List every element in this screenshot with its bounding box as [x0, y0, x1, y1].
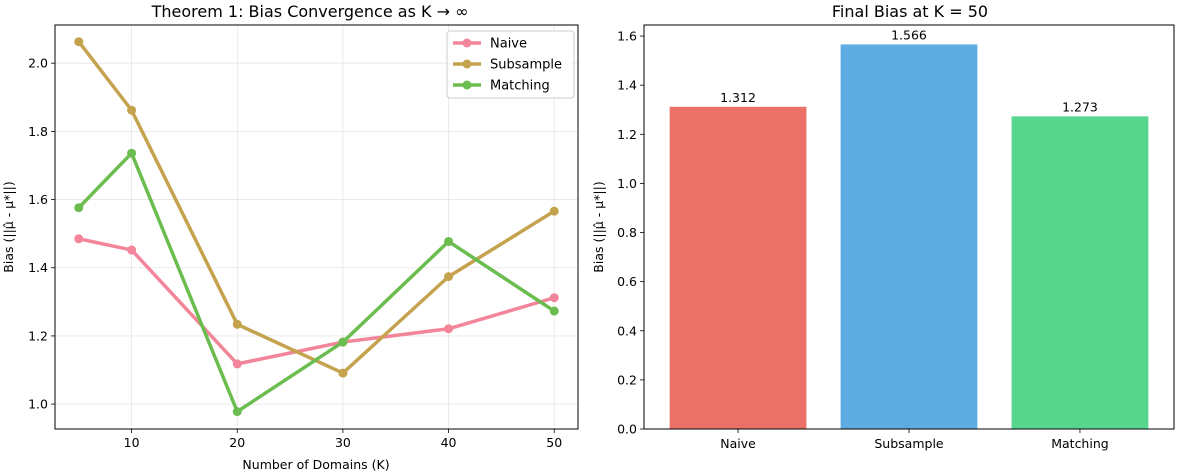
y-tick-label: 1.8	[28, 124, 48, 139]
line-chart-x-label: Number of Domains (K)	[242, 457, 389, 472]
bar-matching	[1011, 116, 1149, 430]
y-tick-label: 1.2	[617, 127, 637, 142]
bar-chart-title: Final Bias at K = 50	[832, 2, 988, 21]
line-chart-y-ticks: 1.0 1.2 1.4 1.6 1.8 2.0	[28, 56, 55, 412]
legend-label: Matching	[490, 79, 550, 94]
data-point-subsample	[127, 105, 137, 115]
y-tick-label: 1.4	[28, 260, 48, 275]
x-tick-label: 40	[441, 435, 457, 450]
x-tick-label: 30	[335, 435, 351, 450]
legend-item-naive: Naive	[453, 37, 527, 52]
y-tick-label: 1.4	[617, 78, 637, 93]
legend-item-subsample: Subsample	[453, 58, 562, 73]
series-subsample	[74, 37, 559, 378]
legend-marker	[462, 38, 472, 48]
series-line-naive	[77, 237, 556, 366]
data-point-naive	[232, 359, 242, 369]
data-point-naive	[444, 324, 454, 334]
series-matching	[74, 148, 559, 417]
y-tick-label: 0.6	[617, 274, 637, 289]
x-tick-label: 50	[546, 435, 562, 450]
y-tick-label: 2.0	[28, 56, 48, 71]
legend-box	[446, 30, 575, 99]
y-tick-label: 1.6	[617, 29, 637, 44]
data-point-subsample	[74, 37, 84, 47]
bar-chart-y-ticks: 0.0 0.2 0.4 0.6 0.8 1.0 1.2 1.4 1.6	[617, 29, 644, 437]
line-chart-series	[74, 37, 559, 417]
bar-value-label: 1.312	[720, 90, 756, 105]
bar-chart-bars: 1.312 1.566 1.273	[669, 27, 1149, 430]
data-point-matching	[127, 148, 137, 158]
data-point-matching	[232, 407, 242, 417]
bar-value-label: 1.566	[891, 27, 927, 42]
line-chart-grid	[55, 25, 578, 429]
data-point-matching	[74, 203, 84, 213]
bar-chart: Final Bias at K = 50 1.312 1.566 1.273 Nai…	[591, 2, 1175, 451]
x-tick-label: Subsample	[874, 436, 944, 451]
line-chart-x-ticks: 10 20 30 40 50	[124, 429, 562, 450]
line-chart-legend: Naive Subsample Matching	[446, 30, 575, 99]
y-tick-label: 0.4	[617, 323, 637, 338]
x-tick-label: Naive	[720, 436, 756, 451]
data-point-matching	[338, 337, 348, 347]
x-tick-label: Matching	[1051, 436, 1108, 451]
legend-label: Subsample	[490, 58, 562, 73]
legend-marker	[462, 59, 472, 69]
y-tick-label: 1.0	[617, 176, 637, 191]
y-tick-label: 0.2	[617, 372, 637, 387]
y-tick-label: 1.2	[28, 328, 48, 343]
series-line-matching	[77, 151, 556, 414]
bar-chart-x-ticks: Naive Subsample Matching	[720, 429, 1109, 451]
legend-item-matching: Matching	[453, 79, 550, 94]
line-chart-y-label: Bias (||μ̂ - μ*||)	[1, 181, 16, 272]
bar-value-label: 1.273	[1062, 99, 1098, 114]
data-point-subsample	[549, 206, 559, 216]
y-tick-label: 0.8	[617, 225, 637, 240]
bar-subsample	[840, 44, 978, 429]
legend-label: Naive	[490, 37, 527, 52]
data-point-subsample	[338, 368, 348, 378]
line-chart-frame	[54, 24, 579, 430]
data-point-matching	[444, 236, 454, 246]
data-point-naive	[127, 245, 137, 255]
line-chart: Theorem 1: Bias Convergence as K → ∞ 10 2…	[1, 2, 579, 472]
line-chart-title: Theorem 1: Bias Convergence as K → ∞	[151, 2, 469, 21]
data-point-naive	[74, 234, 84, 244]
series-line-subsample	[77, 39, 556, 375]
data-point-subsample	[232, 319, 242, 329]
y-tick-label: 1.6	[28, 192, 48, 207]
data-point-naive	[549, 293, 559, 303]
bar-naive	[669, 106, 807, 429]
x-tick-label: 20	[229, 435, 245, 450]
data-point-subsample	[444, 272, 454, 282]
legend-marker	[462, 80, 472, 90]
x-tick-label: 10	[124, 435, 140, 450]
bar-chart-y-label: Bias (||μ̂ - μ*||)	[591, 181, 606, 272]
y-tick-label: 1.0	[28, 397, 48, 412]
data-point-matching	[549, 306, 559, 316]
y-tick-label: 0.0	[617, 422, 637, 437]
